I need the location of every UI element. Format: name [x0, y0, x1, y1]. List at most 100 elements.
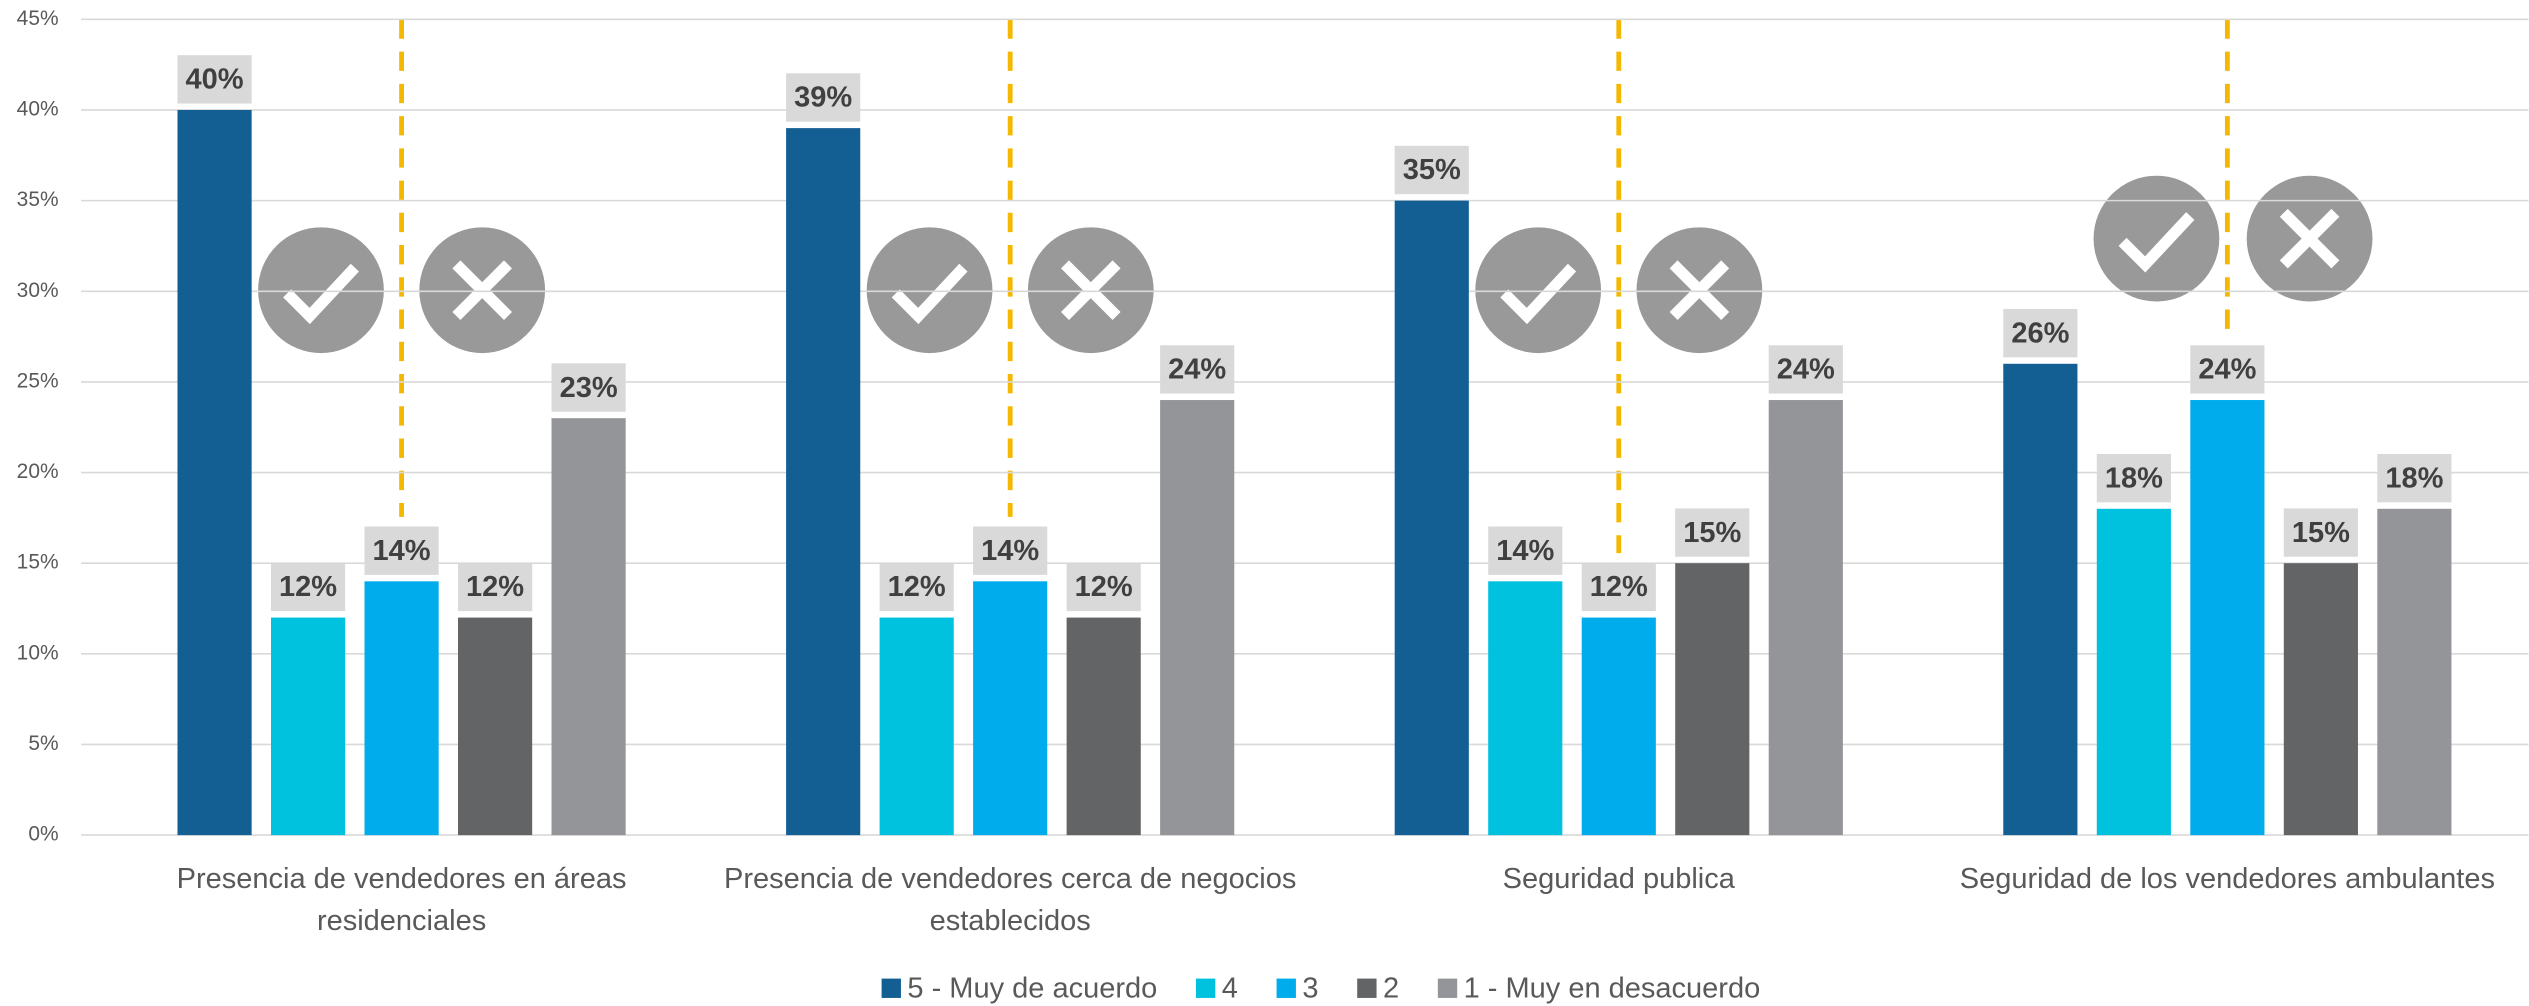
bar — [2003, 363, 2078, 836]
value-label-box — [1768, 345, 1843, 394]
legend-swatch — [1195, 978, 1216, 998]
check-icon — [258, 227, 384, 354]
value-label-box — [177, 55, 252, 104]
bar — [973, 581, 1048, 836]
legend-swatch — [1276, 978, 1296, 998]
value-label: 12% — [466, 571, 524, 603]
value-label: 40% — [186, 64, 244, 96]
bar — [786, 128, 861, 836]
value-label: 12% — [888, 571, 946, 603]
value-label: 12% — [1590, 571, 1648, 603]
value-label-box — [551, 363, 626, 412]
value-label-box — [1394, 145, 1469, 195]
value-label: 35% — [1403, 154, 1461, 186]
bar — [2190, 400, 2265, 836]
bar — [177, 109, 252, 836]
legend-label: 2 — [1383, 973, 1399, 1005]
value-label-box — [1581, 562, 1656, 612]
check-icon — [866, 227, 993, 354]
value-label: 14% — [981, 535, 1039, 567]
value-label-box — [786, 73, 861, 122]
bar — [2283, 563, 2358, 836]
legend-label: 4 — [1222, 973, 1238, 1005]
bar — [1488, 581, 1563, 836]
legend-swatch — [1357, 978, 1377, 998]
y-tick-label: 0% — [28, 823, 58, 846]
value-label-box — [2003, 308, 2078, 358]
value-label: 24% — [1777, 354, 1835, 386]
bar — [2096, 508, 2171, 836]
legend-item: 4 — [1195, 973, 1238, 1005]
value-label-box — [2096, 453, 2171, 503]
value-label: 15% — [2292, 517, 2350, 549]
cross-mark — [1061, 260, 1121, 320]
check-mark — [283, 263, 359, 325]
legend-label: 1 - Muy en desacuerdo — [1464, 973, 1761, 1005]
bar — [1581, 617, 1656, 836]
value-label-box — [1066, 562, 1141, 612]
legend-label: 3 — [1302, 973, 1318, 1005]
bar — [1066, 617, 1141, 836]
value-label-box — [2190, 345, 2265, 394]
check-icon — [2093, 175, 2220, 302]
bar — [879, 617, 954, 836]
value-label-box — [879, 562, 954, 612]
y-tick-label: 25% — [17, 369, 59, 392]
check-mark — [1500, 263, 1577, 325]
cross-mark — [1669, 260, 1730, 320]
value-label: 24% — [2198, 354, 2256, 386]
value-label: 15% — [1683, 517, 1741, 549]
x-tick-label: Seguridad publica — [1503, 863, 1736, 895]
value-label-box — [270, 562, 346, 612]
y-tick-label: 45% — [17, 7, 59, 30]
bar — [1160, 400, 1235, 836]
value-label-box — [973, 526, 1048, 575]
y-tick-label: 20% — [17, 460, 59, 483]
value-label: 39% — [794, 82, 852, 114]
cross-mark — [452, 260, 512, 320]
legend-item: 2 — [1357, 973, 1399, 1005]
check-mark — [891, 263, 968, 325]
value-label-box — [1160, 345, 1235, 394]
y-tick-label: 10% — [17, 641, 59, 664]
value-label-box — [364, 526, 439, 575]
y-tick-label: 5% — [28, 732, 58, 755]
legend-item: 3 — [1276, 973, 1319, 1005]
legend-item: 1 - Muy en desacuerdo — [1437, 973, 1761, 1005]
legend-label: 5 - Muy de acuerdo — [907, 973, 1157, 1005]
y-tick-label: 35% — [17, 188, 59, 211]
value-label-box — [2283, 508, 2358, 557]
bar — [1675, 563, 1750, 836]
value-label-box — [1675, 508, 1750, 557]
x-tick-label: Seguridad de los vendedores ambulantes — [1960, 863, 2495, 895]
bar — [1394, 200, 1469, 836]
y-tick-label: 40% — [17, 98, 59, 121]
check-mark — [2118, 212, 2195, 273]
y-tick-label: 30% — [17, 279, 59, 302]
decorations — [258, 19, 2373, 554]
value-label-box — [2377, 453, 2452, 503]
value-label-box — [1488, 526, 1563, 575]
value-label: 14% — [1496, 535, 1554, 567]
value-label: 14% — [373, 535, 431, 567]
value-label: 12% — [279, 571, 337, 603]
check-icon — [1475, 227, 1602, 354]
value-label: 26% — [2011, 317, 2069, 349]
x-tick-label: Presencia de vendedores cerca de negocio… — [724, 863, 1296, 937]
bar — [270, 617, 346, 836]
y-tick-label: 15% — [17, 551, 59, 574]
value-label: 24% — [1168, 354, 1226, 386]
bar — [364, 581, 439, 836]
legend-swatch — [881, 978, 901, 998]
legend-item: 5 - Muy de acuerdo — [881, 973, 1157, 1005]
bar — [2377, 508, 2452, 836]
x-tick-label: Presencia de vendedores en áreas residenc… — [177, 863, 627, 937]
cross-mark — [2279, 208, 2340, 269]
bar — [551, 418, 626, 836]
value-label-box — [458, 562, 533, 612]
value-label: 12% — [1075, 571, 1133, 603]
bar — [458, 617, 533, 836]
bar — [1768, 400, 1843, 836]
value-label: 18% — [2385, 462, 2443, 494]
